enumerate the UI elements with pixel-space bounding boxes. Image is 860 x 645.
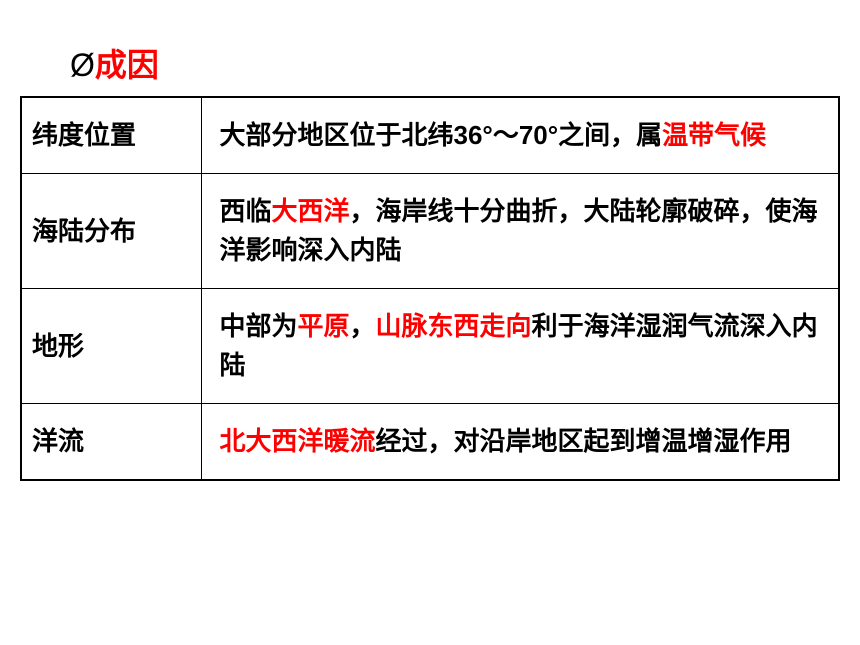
row-label: 洋流 xyxy=(21,404,201,481)
title-symbol: Ø xyxy=(70,47,95,83)
body-text: 西临 xyxy=(220,196,272,226)
row-label: 纬度位置 xyxy=(21,97,201,174)
body-text: 大部分地区位于北纬36°～70°之间，属 xyxy=(220,120,663,150)
table-body: 纬度位置大部分地区位于北纬36°～70°之间，属温带气候海陆分布西临大西洋，海岸… xyxy=(21,97,839,480)
highlight-text: 温带气候 xyxy=(662,120,766,150)
table-row: 地形中部为平原，山脉东西走向利于海洋湿润气流深入内陆 xyxy=(21,289,839,404)
row-content: 大部分地区位于北纬36°～70°之间，属温带气候 xyxy=(201,97,839,174)
causes-table: 纬度位置大部分地区位于北纬36°～70°之间，属温带气候海陆分布西临大西洋，海岸… xyxy=(20,96,840,481)
body-text: 经过，对沿岸地区起到增温增湿作用 xyxy=(376,426,792,456)
row-content: 中部为平原，山脉东西走向利于海洋湿润气流深入内陆 xyxy=(201,289,839,404)
row-content: 北大西洋暖流经过，对沿岸地区起到增温增湿作用 xyxy=(201,404,839,481)
body-text: ， xyxy=(350,311,376,341)
row-label: 海陆分布 xyxy=(21,174,201,289)
table-row: 洋流北大西洋暖流经过，对沿岸地区起到增温增湿作用 xyxy=(21,404,839,481)
body-text: 中部为 xyxy=(220,311,298,341)
highlight-text: 平原 xyxy=(298,311,350,341)
highlight-text: 北大西洋暖流 xyxy=(220,426,376,456)
highlight-text: 大西洋 xyxy=(272,196,350,226)
page-title: Ø成因 xyxy=(70,40,840,86)
table-row: 海陆分布西临大西洋，海岸线十分曲折，大陆轮廓破碎，使海洋影响深入内陆 xyxy=(21,174,839,289)
highlight-text: 山脉东西走向 xyxy=(376,311,532,341)
row-content: 西临大西洋，海岸线十分曲折，大陆轮廓破碎，使海洋影响深入内陆 xyxy=(201,174,839,289)
table-row: 纬度位置大部分地区位于北纬36°～70°之间，属温带气候 xyxy=(21,97,839,174)
row-label: 地形 xyxy=(21,289,201,404)
title-text: 成因 xyxy=(95,47,159,83)
